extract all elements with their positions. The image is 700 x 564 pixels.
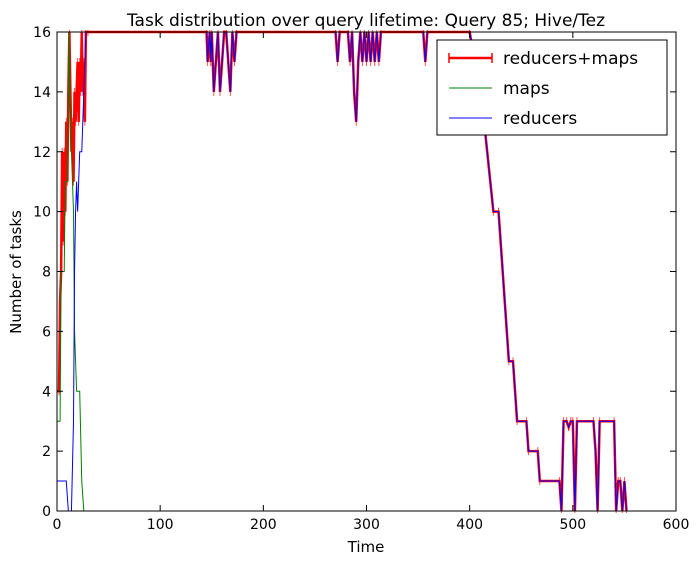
legend-entry: reducers	[449, 109, 577, 129]
x-tick-label: 300	[353, 517, 380, 533]
y-tick-label: 16	[33, 25, 51, 41]
y-tick-label: 0	[42, 504, 51, 520]
x-tick-label: 100	[147, 517, 174, 533]
x-tick-label: 400	[456, 517, 483, 533]
x-axis-label: Time	[347, 538, 385, 556]
y-tick-label: 2	[42, 444, 51, 460]
y-tick-label: 12	[33, 145, 51, 161]
x-tick-label: 600	[663, 517, 690, 533]
legend-entry: maps	[449, 79, 550, 99]
y-tick-label: 14	[33, 85, 51, 101]
y-tick-label: 8	[42, 265, 51, 281]
y-axis-label: Number of tasks	[7, 210, 25, 334]
x-tick-label: 0	[53, 517, 62, 533]
legend-entry: reducers+maps	[448, 49, 638, 69]
y-tick-label: 10	[33, 205, 51, 221]
plot-frame	[56, 31, 677, 512]
series-line-maps	[57, 31, 635, 512]
x-tick-label: 200	[250, 517, 277, 533]
tick-layer: 0 100 200 300 400 500 600 0 2 4 6 8 10 12 14 16	[33, 25, 689, 533]
x-tick-label: 500	[559, 517, 586, 533]
legend-label: maps	[503, 79, 550, 99]
chart-title: Task distribution over query lifetime: Q…	[126, 11, 605, 31]
legend-label: reducers+maps	[503, 49, 638, 69]
y-tick-label: 6	[42, 324, 51, 340]
legend: reducers+maps maps reducers	[436, 39, 668, 136]
y-tick-label: 4	[42, 384, 51, 400]
legend-label: reducers	[503, 109, 577, 129]
